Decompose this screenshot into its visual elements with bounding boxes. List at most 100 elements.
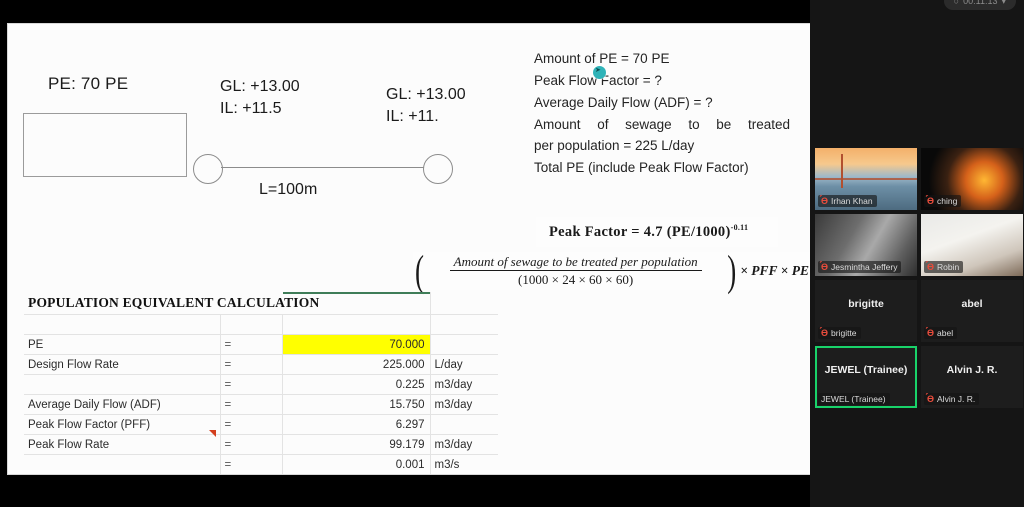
table-cell-equals[interactable]: = bbox=[220, 354, 283, 375]
microphone-muted-icon: Ө bbox=[821, 261, 829, 272]
participant-tag-label: Irhan Khan bbox=[831, 196, 873, 206]
table-cell-unit[interactable]: m3/s bbox=[430, 454, 498, 474]
formula-close-paren: ) bbox=[727, 246, 737, 295]
table-title-spacer bbox=[430, 292, 498, 315]
table-cell-value[interactable]: 99.179 bbox=[282, 434, 431, 455]
table-cell-unit[interactable] bbox=[430, 475, 498, 476]
cell-comment-marker[interactable] bbox=[209, 430, 216, 437]
participant-display-name: Alvin J. R. bbox=[946, 364, 998, 376]
timer-icon: ○ bbox=[953, 0, 960, 6]
table-cell-equals[interactable]: = bbox=[220, 414, 283, 435]
table-cell-label[interactable]: Peak Flow Rate bbox=[24, 434, 221, 455]
table-cell-value[interactable] bbox=[282, 314, 431, 335]
table-cell-unit[interactable] bbox=[430, 414, 498, 435]
table-cell-unit[interactable]: m3/day bbox=[430, 434, 498, 455]
chevron-down-icon: ▾ bbox=[1001, 0, 1006, 6]
formula-numerator: Amount of sewage to be treated per popul… bbox=[449, 254, 702, 271]
formula-denominator: (1000 × 24 × 60 × 60) bbox=[518, 272, 634, 287]
table-cell-label[interactable] bbox=[24, 454, 221, 474]
table-cell-value[interactable]: 6.297 bbox=[282, 414, 431, 435]
table-row[interactable]: Peak Flow Rate = 99.179 m3/day bbox=[24, 434, 498, 455]
microphone-muted-icon: Ө bbox=[927, 261, 935, 272]
table-cell-label[interactable]: PE bbox=[24, 334, 221, 355]
participant-display-name: JEWEL (Trainee) bbox=[824, 364, 908, 376]
microphone-muted-icon: Ө bbox=[927, 327, 935, 338]
microphone-muted-icon: Ө bbox=[927, 393, 935, 404]
meeting-timer-pill[interactable]: ○ 00:11:13 ▾ bbox=[943, 0, 1016, 10]
participant-tag-label: Jesmintha Jeffery bbox=[831, 262, 898, 272]
table-cell-label[interactable]: Average Daily Flow (ADF) bbox=[24, 394, 221, 415]
peak-factor-formula-body: Peak Factor = 4.7 (PE/1000) bbox=[549, 223, 731, 240]
table-row[interactable]: = 0.225 m3/day bbox=[24, 374, 498, 395]
table-cell-unit[interactable]: L/day bbox=[430, 354, 498, 375]
table-cell-equals[interactable]: = bbox=[220, 334, 283, 355]
table-cell-value[interactable]: 225.000 bbox=[282, 354, 431, 375]
manhole-1-circle bbox=[193, 154, 223, 184]
table-row[interactable] bbox=[24, 475, 498, 476]
table-cell-label[interactable] bbox=[24, 475, 220, 476]
table-cell-equals[interactable] bbox=[220, 475, 282, 476]
video-tile-jewel-trainee[interactable]: JEWEL (Trainee) JEWEL (Trainee) bbox=[815, 346, 917, 408]
table-cell-equals[interactable]: = bbox=[220, 374, 283, 395]
participant-name-tag: JEWEL (Trainee) bbox=[818, 393, 890, 405]
video-tile-robin[interactable]: Ө Robin bbox=[921, 214, 1023, 276]
table-title-row: POPULATION EQUIVALENT CALCULATION bbox=[24, 292, 498, 315]
video-tile-irhan-khan[interactable]: Ө Irhan Khan bbox=[815, 148, 917, 210]
table-row[interactable]: Average Daily Flow (ADF) = 15.750 m3/day bbox=[24, 394, 498, 415]
table-row[interactable]: PE = 70.000 bbox=[24, 334, 498, 355]
given-values-block: Amount of PE = 70 PE Peak Flow Factor = … bbox=[534, 48, 790, 179]
table-cell-value[interactable]: 0.001 bbox=[282, 454, 431, 474]
microphone-muted-icon: Ө bbox=[927, 195, 935, 206]
participant-display-name: abel bbox=[961, 298, 983, 310]
table-cell-label[interactable] bbox=[24, 374, 221, 395]
table-cell-value[interactable]: 0.225 bbox=[282, 374, 431, 395]
population-equivalent-table: POPULATION EQUIVALENT CALCULATION PE = 70.… bbox=[24, 292, 498, 476]
microphone-muted-icon: Ө bbox=[821, 195, 829, 206]
peak-factor-exponent: -0.11 bbox=[730, 223, 749, 233]
peak-factor-formula-text: Peak Factor = 4.7 (PE/1000)-0.11 bbox=[536, 223, 748, 241]
table-row[interactable]: Peak Flow Factor (PFF) = 6.297 bbox=[24, 414, 498, 435]
participant-name-tag: Ө Alvin J. R. bbox=[924, 393, 980, 405]
table-cell-unit[interactable] bbox=[430, 314, 498, 335]
table-cell-label[interactable] bbox=[24, 314, 221, 335]
table-cell-label[interactable]: Peak Flow Factor (PFF) bbox=[24, 414, 221, 435]
table-cell-equals[interactable]: = bbox=[220, 394, 283, 415]
given-line-6: Total PE (include Peak Flow Factor) bbox=[534, 160, 749, 176]
table-cell-value[interactable]: 70.000 bbox=[282, 334, 431, 355]
pipe-length-label: L=100m bbox=[259, 181, 318, 198]
table-cell-unit[interactable]: m3/day bbox=[430, 394, 498, 415]
given-line-5: per population = 225 L/day bbox=[534, 138, 695, 154]
peak-factor-formula-box: Peak Factor = 4.7 (PE/1000)-0.11 bbox=[536, 217, 778, 247]
table-row[interactable] bbox=[24, 314, 498, 335]
table-cell-value[interactable] bbox=[282, 475, 430, 476]
video-tile-row: Ө Jesmintha Jeffery Ө Robin bbox=[815, 214, 1023, 276]
meeting-timer-label: 00:11:13 bbox=[963, 0, 998, 6]
video-tile-jesmintha-jeffery[interactable]: Ө Jesmintha Jeffery bbox=[815, 214, 917, 276]
participant-tag-label: Robin bbox=[937, 262, 960, 272]
formula-fraction: Amount of sewage to be treated per popul… bbox=[425, 253, 726, 289]
pe-label: PE: 70 PE bbox=[48, 74, 129, 93]
table-cell-equals[interactable] bbox=[220, 314, 283, 335]
table-cell-value[interactable]: 15.750 bbox=[282, 394, 431, 415]
table-cell-equals[interactable]: = bbox=[220, 454, 283, 474]
annotation-pointer-icon bbox=[593, 66, 606, 79]
video-tile-alvin-j-r[interactable]: Alvin J. R. Ө Alvin J. R. bbox=[921, 346, 1023, 408]
table-cell-unit[interactable] bbox=[430, 334, 498, 355]
table-cell-equals[interactable]: = bbox=[220, 434, 283, 455]
table-row[interactable]: = 0.001 m3/s bbox=[24, 454, 498, 474]
participant-tag-label: ching bbox=[937, 196, 958, 206]
shared-screen-slide: PE: 70 PE GL: +13.00 IL: +11.5 GL: +13.0… bbox=[7, 23, 812, 475]
table-row[interactable]: Design Flow Rate = 225.000 L/day bbox=[24, 354, 498, 375]
participant-tag-label: Alvin J. R. bbox=[937, 394, 976, 404]
table-cell-label[interactable]: Design Flow Rate bbox=[24, 354, 221, 375]
table-cell-unit[interactable]: m3/day bbox=[430, 374, 498, 395]
manhole-2-circle bbox=[423, 154, 453, 184]
